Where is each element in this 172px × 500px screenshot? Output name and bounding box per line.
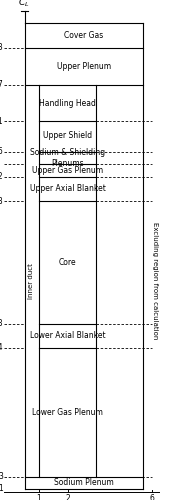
Text: 6: 6 [149, 494, 154, 500]
Text: Inner duct: Inner duct [28, 262, 34, 298]
Text: 73: 73 [0, 44, 3, 52]
Text: Upper Shield: Upper Shield [43, 131, 92, 140]
Text: 48: 48 [0, 196, 3, 205]
Text: 1: 1 [36, 494, 41, 500]
Text: Cover Gas: Cover Gas [64, 31, 103, 40]
Text: Excluding region from calculation: Excluding region from calculation [152, 222, 158, 340]
Text: Lower Axial Blanket: Lower Axial Blanket [30, 331, 105, 340]
Text: 52: 52 [0, 172, 3, 181]
Text: Handling Head: Handling Head [39, 98, 96, 108]
Text: 3: 3 [0, 472, 3, 481]
Text: Core: Core [59, 258, 76, 267]
Text: Upper Plenum: Upper Plenum [57, 62, 111, 70]
Text: $C_L$: $C_L$ [18, 0, 29, 10]
Text: 24: 24 [0, 344, 3, 352]
Text: 61: 61 [0, 117, 3, 126]
Text: 2: 2 [65, 494, 70, 500]
Text: Upper Axial Blanket: Upper Axial Blanket [30, 184, 105, 193]
Text: 67: 67 [0, 80, 3, 89]
Text: Upper Gas Plenum: Upper Gas Plenum [32, 166, 103, 175]
Text: 28: 28 [0, 319, 3, 328]
Text: 56: 56 [0, 148, 3, 156]
Text: 1: 1 [0, 484, 3, 494]
Text: Sodium & Shielding
Plenums: Sodium & Shielding Plenums [30, 148, 105, 168]
Text: Sodium Plenum: Sodium Plenum [54, 478, 114, 487]
Text: Lower Gas Plenum: Lower Gas Plenum [32, 408, 103, 417]
